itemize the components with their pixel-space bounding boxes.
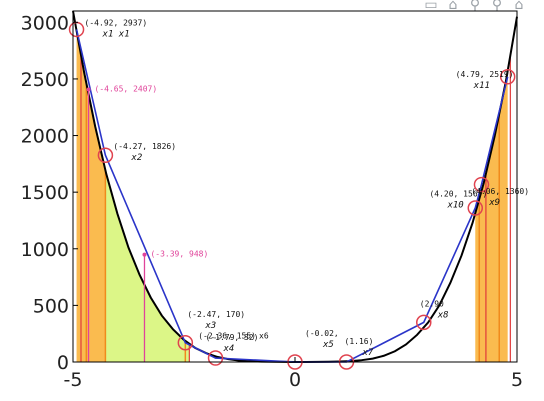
ytick-label-6: 3000 — [21, 12, 69, 34]
point-marker-x10 — [499, 69, 516, 85]
figure-toolbar: ▭ ⌂ ⚲ ⚲ ⌂ — [422, 0, 528, 14]
point-tag-x9: x10 — [446, 201, 463, 211]
point-marker-x3 — [177, 335, 194, 351]
extra-label-0: (-2.36, 155) — [198, 331, 256, 340]
point-label-x7: (2.90 — [420, 299, 444, 308]
point-tag-x2: x2 — [130, 153, 142, 163]
point-marker-x2 — [97, 147, 114, 163]
point-tag-x4: x4 — [223, 344, 235, 354]
ytick-label-2: 1000 — [21, 239, 69, 261]
save-icon[interactable]: ▭ — [424, 0, 438, 12]
point-label-x4: (-1.79, 32) — [206, 333, 259, 342]
point-label-x6: (1.16) — [345, 337, 374, 346]
xtick-label-1: 0 — [289, 369, 301, 391]
point-marker-x8 — [467, 200, 484, 216]
home-icon[interactable]: ⌂ — [514, 0, 524, 12]
pink-dot-1 — [142, 252, 147, 257]
point-label-x8: (4.06, 1360) — [471, 187, 529, 196]
point-tag-x3: x3 — [204, 321, 216, 331]
pink-dot-0 — [86, 87, 91, 92]
point-label-x2: (-4.27, 1826) — [113, 142, 176, 151]
xtick-label-0: -5 — [64, 369, 83, 391]
ytick-label-4: 2000 — [21, 126, 69, 148]
point-label-x5: (-0.02, — [305, 329, 339, 338]
fill-region-0 — [76, 30, 106, 362]
point-tag-x1: x1 x1 — [102, 29, 130, 39]
point-label-x10: (4.79, 2519) — [456, 70, 514, 79]
pan-icon[interactable]: ⌂ — [448, 0, 458, 12]
ytick-label-0: 0 — [57, 352, 69, 374]
point-label-x3: (-2.47, 170) — [187, 310, 245, 319]
point-tag-x6: x7 — [362, 348, 374, 358]
fill-region-1 — [105, 170, 190, 362]
point-label-x9: (4.20, 1567) — [429, 190, 487, 199]
point-tag-x10: x11 — [473, 81, 490, 91]
zoom-out-icon[interactable]: ⚲ — [491, 0, 503, 12]
point-tag-x7: x8 — [437, 310, 449, 320]
fill-region-2 — [475, 70, 508, 362]
point-marker-x9 — [473, 176, 490, 193]
zoom-in-icon[interactable]: ⚲ — [469, 0, 481, 12]
point-marker-x4 — [207, 350, 224, 366]
xtick-label-2: 5 — [511, 369, 523, 391]
point-marker-x7 — [416, 314, 432, 331]
point-tag-x8: x9 — [488, 198, 500, 208]
point-label-x1: (-4.92, 2937) — [85, 18, 148, 27]
pink-label-0: (-4.65, 2407) — [95, 84, 158, 93]
annotations: (-4.92, 2937) x1 x1 (-4.27, 1826) x2 (-2.47,… — [85, 18, 530, 358]
ytick-label-3: 1500 — [21, 182, 69, 204]
pink-label-1: (-3.39, 948) — [150, 250, 208, 259]
ytick-label-1: 500 — [33, 295, 69, 317]
extra-label-1: x6 — [259, 331, 269, 340]
point-tag-x5: x5 — [322, 340, 334, 350]
vertical-lines — [80, 55, 511, 362]
ytick-label-5: 2500 — [21, 69, 69, 91]
